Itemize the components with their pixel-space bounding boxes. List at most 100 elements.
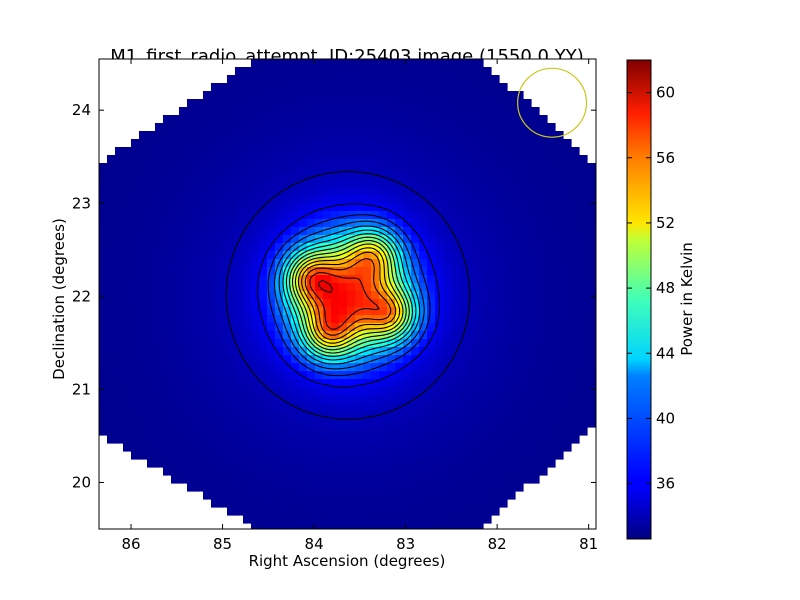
heatmap-cell — [291, 243, 300, 252]
heatmap-cell — [235, 355, 244, 364]
heatmap-cell — [443, 411, 452, 420]
heatmap-cell — [99, 347, 108, 356]
heatmap-cell — [267, 243, 276, 252]
heatmap-cell — [379, 147, 388, 156]
heatmap-cell — [171, 267, 180, 276]
heatmap-cell — [139, 307, 148, 316]
heatmap-cell — [107, 427, 116, 436]
heatmap-cell — [211, 451, 220, 460]
heatmap-cell — [267, 403, 276, 412]
heatmap-cell — [435, 483, 444, 492]
heatmap-cell — [483, 115, 492, 124]
heatmap-cell — [395, 459, 404, 468]
heatmap-cell — [355, 291, 364, 300]
heatmap-cell — [555, 371, 564, 380]
heatmap-cell — [579, 155, 588, 164]
heatmap-cell — [451, 139, 460, 148]
heatmap-cell — [459, 171, 468, 180]
heatmap-cell — [395, 275, 404, 284]
heatmap-cell — [411, 107, 420, 116]
heatmap-cell — [515, 475, 524, 484]
heatmap-cell — [331, 347, 340, 356]
heatmap-cell — [243, 147, 252, 156]
heatmap-cell — [363, 251, 372, 260]
heatmap-cell — [139, 131, 148, 140]
heatmap-cell — [283, 275, 292, 284]
heatmap-cell — [171, 435, 180, 444]
heatmap-cell — [275, 395, 284, 404]
heatmap-cell — [363, 187, 372, 196]
heatmap-cell — [411, 395, 420, 404]
heatmap-cell — [363, 147, 372, 156]
heatmap-cell — [459, 499, 468, 508]
heatmap-cell — [515, 275, 524, 284]
heatmap-cell — [547, 179, 556, 188]
heatmap-cell — [291, 147, 300, 156]
heatmap-cell — [219, 163, 228, 172]
heatmap-cell — [491, 347, 500, 356]
heatmap-cell — [443, 59, 452, 68]
heatmap-cell — [187, 243, 196, 252]
heatmap-cell — [387, 123, 396, 132]
heatmap-cell — [523, 211, 532, 220]
heatmap-cell — [363, 75, 372, 84]
heatmap-cell — [299, 435, 308, 444]
heatmap-cell — [251, 315, 260, 324]
heatmap-cell — [531, 147, 540, 156]
heatmap-cell — [331, 411, 340, 420]
heatmap-cell — [131, 435, 140, 444]
heatmap-cell — [499, 211, 508, 220]
heatmap-cell — [523, 403, 532, 412]
heatmap-cell — [235, 371, 244, 380]
heatmap-cell — [123, 187, 132, 196]
heatmap-cell — [507, 403, 516, 412]
heatmap-cell — [339, 283, 348, 292]
heatmap-cell — [371, 275, 380, 284]
heatmap-cell — [435, 363, 444, 372]
heatmap-cell — [251, 123, 260, 132]
heatmap-cell — [579, 259, 588, 268]
heatmap-cell — [355, 347, 364, 356]
heatmap-cell — [571, 427, 580, 436]
heatmap-cell — [243, 195, 252, 204]
heatmap-cell — [299, 459, 308, 468]
heatmap-cell — [283, 515, 292, 524]
heatmap-cell — [219, 219, 228, 228]
heatmap-cell — [307, 75, 316, 84]
heatmap-cell — [387, 323, 396, 332]
heatmap-cell — [315, 403, 324, 412]
heatmap-cell — [395, 347, 404, 356]
heatmap-cell — [435, 331, 444, 340]
heatmap-cell — [539, 323, 548, 332]
heatmap-cell — [419, 395, 428, 404]
heatmap-cell — [515, 155, 524, 164]
heatmap-cell — [547, 187, 556, 196]
heatmap-cell — [251, 59, 260, 68]
heatmap-cell — [355, 307, 364, 316]
heatmap-cell — [227, 163, 236, 172]
heatmap-cell — [539, 363, 548, 372]
x-tick-label: 81 — [579, 535, 598, 553]
heatmap-cell — [435, 107, 444, 116]
heatmap-cell — [171, 475, 180, 484]
heatmap-cell — [427, 323, 436, 332]
heatmap-cell — [179, 435, 188, 444]
heatmap-cell — [131, 443, 140, 452]
heatmap-cell — [331, 315, 340, 324]
heatmap-cell — [171, 179, 180, 188]
heatmap-cell — [451, 491, 460, 500]
heatmap-cell — [443, 107, 452, 116]
heatmap-cell — [307, 451, 316, 460]
heatmap-cell — [515, 211, 524, 220]
heatmap-cell — [139, 323, 148, 332]
heatmap-cell — [411, 339, 420, 348]
heatmap-cell — [499, 219, 508, 228]
heatmap-cell — [331, 475, 340, 484]
heatmap-cell — [403, 123, 412, 132]
heatmap-cell — [259, 411, 268, 420]
heatmap-cell — [483, 67, 492, 76]
heatmap-cell — [491, 251, 500, 260]
heatmap-cell — [467, 251, 476, 260]
heatmap-cell — [371, 59, 380, 68]
